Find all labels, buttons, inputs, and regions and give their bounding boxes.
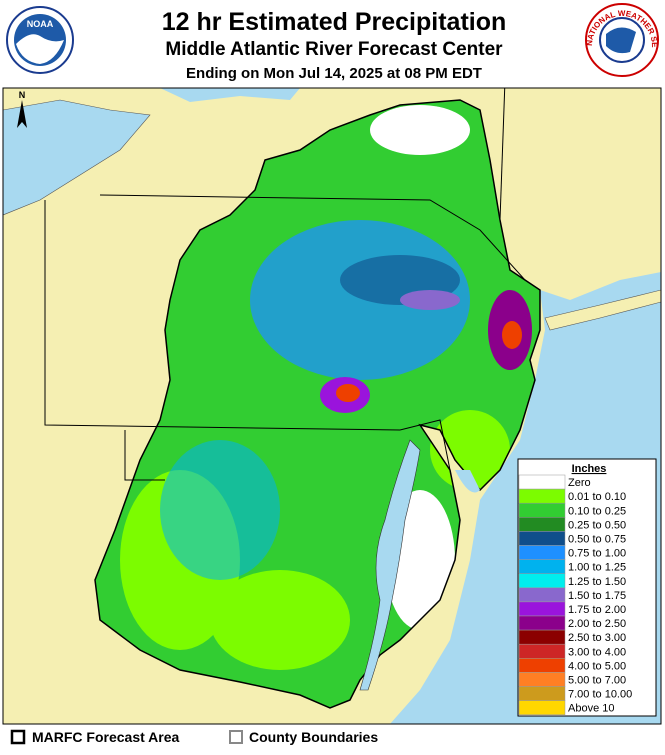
legend-label: 1.00 to 1.25 [568, 562, 626, 574]
legend-label: 0.50 to 0.75 [568, 534, 626, 546]
subtitle: Middle Atlantic River Forecast Center [165, 39, 503, 60]
legend-label: Zero [568, 477, 591, 489]
legend-label: 1.75 to 2.00 [568, 604, 626, 616]
legend-label: 2.50 to 3.00 [568, 632, 626, 644]
legend-swatch [518, 658, 566, 673]
legend-swatch [518, 643, 566, 659]
legend-label: Above 10 [568, 703, 614, 715]
legend-swatch [518, 502, 566, 518]
valid-time: Ending on Mon Jul 14, 2025 at 08 PM EDT [186, 65, 482, 82]
legend-swatch [518, 672, 566, 687]
legend-label: 7.00 to 10.00 [568, 689, 632, 701]
legend-swatch [518, 559, 566, 574]
north-label: N [19, 90, 26, 100]
legend: Inches Zero 0.01 to 0.10 0.10 to 0.25 0.25 … [517, 458, 657, 717]
state-lines [44, 88, 526, 481]
footer: MARFC Forecast Area County Boundaries [10, 729, 378, 745]
legend-title: Inches [572, 463, 607, 475]
legend-swatch [518, 545, 566, 560]
legend-label: 1.50 to 1.75 [568, 590, 626, 602]
legend-swatch [518, 573, 566, 589]
legend-label: 0.75 to 1.00 [568, 548, 626, 560]
legend-label: 4.00 to 5.00 [568, 660, 626, 672]
footer-item: MARFC Forecast Area [32, 729, 180, 745]
legend-label: 0.25 to 0.50 [568, 519, 626, 531]
forecast-area-swatch [10, 729, 26, 745]
footer-item: County Boundaries [249, 729, 378, 745]
legend-label: 2.00 to 2.50 [568, 618, 626, 630]
legend-label: 3.00 to 4.00 [568, 646, 626, 658]
chesapeake-bay [359, 439, 421, 691]
legend-label: 0.10 to 0.25 [568, 505, 626, 517]
legend-swatch [518, 474, 566, 490]
noaa-text: NOAA [27, 19, 54, 29]
legend-swatch [518, 531, 566, 546]
legend-label: 1.25 to 1.50 [568, 576, 626, 588]
legend-swatch [518, 700, 566, 715]
marfc-boundary [94, 99, 541, 709]
county-swatch [229, 730, 243, 744]
lake-ontario [160, 88, 300, 102]
map-frame [2, 87, 662, 725]
lake-erie [3, 99, 151, 216]
legend-label: 0.01 to 0.10 [568, 491, 626, 503]
long-island [544, 289, 661, 331]
legend-swatch [518, 686, 566, 701]
map: N [2, 87, 662, 725]
legend-label: 5.00 to 7.00 [568, 675, 626, 687]
legend-swatch [518, 629, 566, 645]
title: 12 hr Estimated Precipitation [162, 8, 507, 36]
legend-swatch [518, 587, 566, 603]
legend-swatch [518, 601, 566, 617]
noaa-logo: NOAA [6, 6, 74, 74]
legend-swatch [518, 615, 566, 631]
delaware-bay [455, 470, 480, 493]
north-arrow [17, 100, 27, 128]
legend-swatch [518, 517, 566, 532]
legend-swatch [518, 488, 566, 504]
